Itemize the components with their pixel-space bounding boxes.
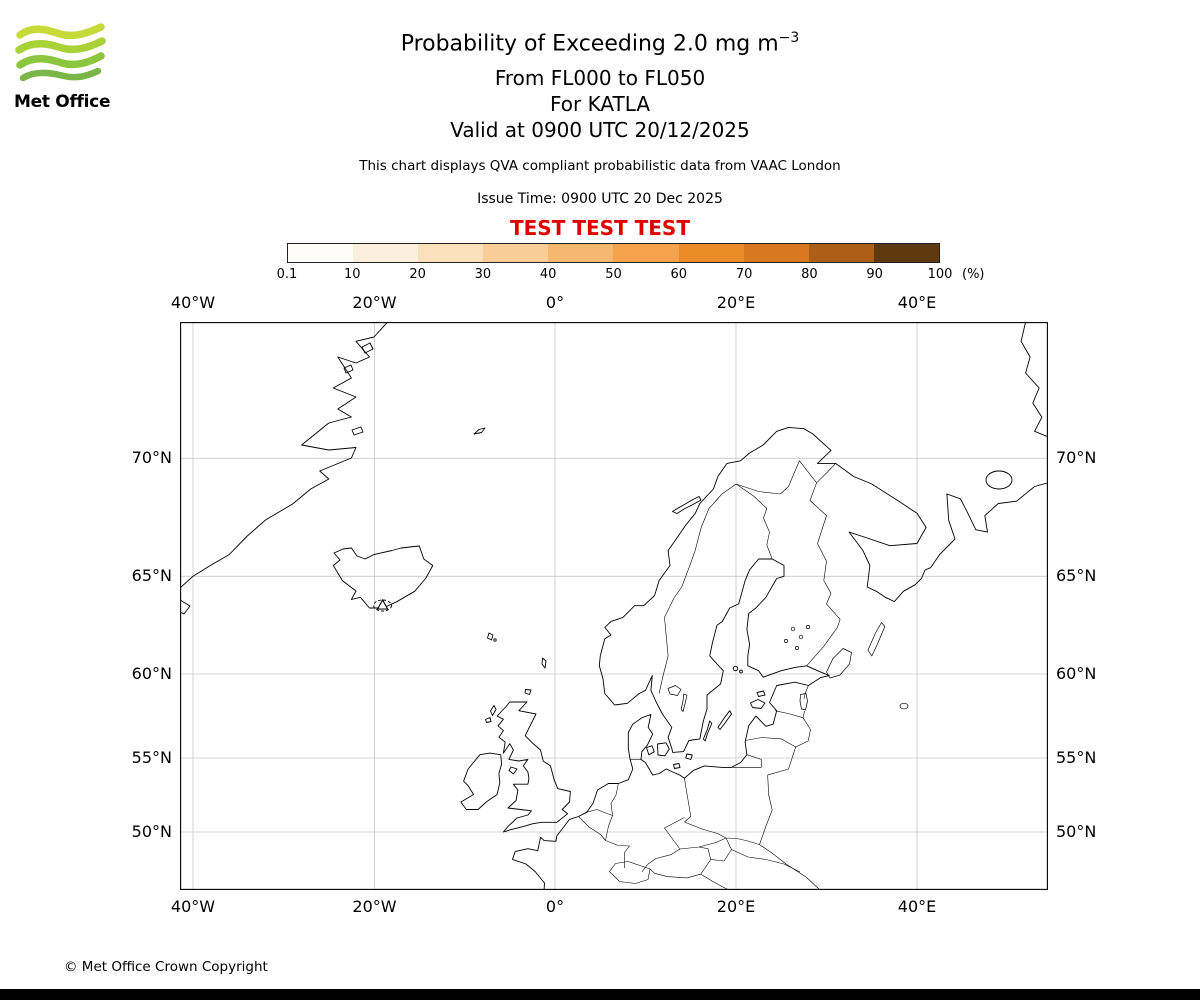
volcano-subtitle: For KATLA	[550, 92, 650, 116]
colorbar-segment	[418, 244, 484, 262]
x-axis-label-top: 40°W	[170, 293, 216, 312]
lakes	[667, 622, 909, 712]
x-axis-label-top: 20°W	[352, 293, 397, 312]
colorbar-segment	[353, 244, 419, 262]
colorbar-segment	[548, 244, 614, 262]
valid-time-subtitle: Valid at 0900 UTC 20/12/2025	[450, 118, 750, 142]
x-axis-label-top: 20°E	[716, 293, 756, 312]
issue-time: Issue Time: 0900 UTC 20 Dec 2025	[477, 191, 723, 207]
x-axis-label-bottom: 0°	[545, 897, 565, 916]
logo-waves-icon	[15, 23, 106, 82]
y-axis-label-left: 55°N	[131, 748, 172, 767]
y-axis-label-right: 55°N	[1056, 748, 1097, 767]
x-axis-label-bottom: 20°E	[716, 897, 756, 916]
colorbar-segment	[808, 244, 874, 262]
title-exponent: −3	[778, 30, 800, 46]
colorbar-segment	[613, 244, 679, 262]
x-axis-label-top: 40°E	[897, 293, 937, 312]
y-axis-label-right: 70°N	[1056, 448, 1097, 467]
colorbar-tick-label: 50	[605, 267, 622, 282]
colorbar-tick-label: 80	[801, 267, 818, 282]
x-axis-label-bottom: 40°E	[897, 897, 937, 916]
colorbar-tick-label: 30	[474, 267, 492, 282]
volcano-marker	[373, 598, 393, 612]
logo-brand-text: Met Office	[14, 92, 111, 112]
colorbar-unit-label: (%)	[962, 267, 985, 282]
colorbar-segments	[287, 243, 940, 263]
colorbar-tick-label: 60	[670, 267, 688, 282]
x-axis-label-bottom: 20°W	[352, 897, 397, 916]
y-axis-label-left: 50°N	[131, 822, 172, 841]
qva-note: This chart displays QVA compliant probab…	[359, 158, 841, 174]
y-axis-label-right: 65°N	[1056, 566, 1097, 585]
colorbar-segment	[483, 244, 549, 262]
colorbar-tick-label: 100	[927, 267, 953, 282]
y-axis-label-right: 60°N	[1056, 664, 1097, 683]
x-axis-label-bottom: 40°W	[170, 897, 216, 916]
colorbar-tick-label: 20	[409, 267, 426, 282]
map-canvas	[180, 322, 1048, 890]
colorbar-tick-label: 0.1	[276, 267, 298, 282]
colorbar-tick-label: 40	[539, 267, 557, 282]
colorbar-tick-label: 10	[344, 267, 361, 282]
met-office-logo: Met Office	[14, 22, 114, 112]
page-title: Probability of Exceeding 2.0 mg m−3	[0, 30, 1200, 56]
country-borders	[578, 460, 841, 890]
colorbar-segment	[743, 244, 809, 262]
colorbar-segment	[873, 244, 939, 262]
y-axis-label-left: 65°N	[131, 566, 172, 585]
map-frame	[180, 322, 1048, 890]
title-text: Probability of Exceeding 2.0 mg m	[400, 31, 779, 57]
colorbar-ticks: 0.1 10 20 30 40 50 60 70 80 90 100	[277, 267, 953, 285]
colorbar-segment	[288, 244, 354, 262]
x-axis-label-top: 0°	[545, 293, 565, 312]
y-axis-label-left: 70°N	[131, 448, 172, 467]
colorbar-tick-label: 70	[735, 267, 753, 282]
y-axis-label-left: 60°N	[131, 664, 172, 683]
copyright-text: © Met Office Crown Copyright	[64, 959, 268, 975]
bottom-black-bar	[0, 989, 1200, 1000]
coastlines	[180, 322, 1048, 890]
y-axis-label-right: 50°N	[1056, 822, 1097, 841]
colorbar-tick-label: 90	[866, 267, 883, 282]
flight-levels-subtitle: From FL000 to FL050	[494, 66, 706, 90]
colorbar-segment	[678, 244, 744, 262]
test-banner: TEST TEST TEST	[510, 216, 690, 240]
graticule-gridlines	[180, 322, 1048, 890]
